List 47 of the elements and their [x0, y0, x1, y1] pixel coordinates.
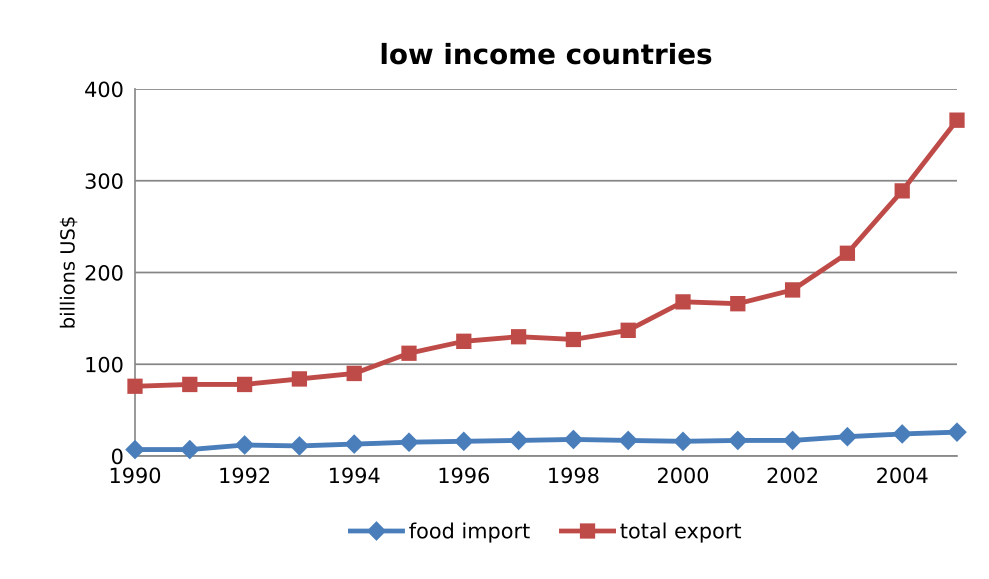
x-tick-label: 1996 — [440, 467, 489, 484]
point — [127, 378, 143, 394]
point — [454, 432, 474, 451]
point — [618, 430, 638, 450]
point — [346, 366, 362, 382]
point — [180, 440, 200, 460]
point — [949, 112, 965, 128]
chart-title: low income countries — [382, 42, 712, 64]
x-tick-label: 2000 — [658, 467, 708, 484]
legend-label: food import — [409, 522, 530, 543]
point — [509, 430, 528, 450]
point — [401, 346, 417, 361]
point — [892, 424, 912, 444]
point — [675, 294, 691, 310]
point — [290, 436, 309, 456]
y-axis-title: billions US$ — [60, 217, 78, 328]
point — [456, 334, 472, 349]
point — [947, 422, 967, 442]
y-tick-label: 200 — [86, 264, 123, 281]
y-tick-label: 0 — [112, 448, 123, 464]
x-tick-label: 1994 — [330, 467, 380, 484]
x-tick-label: 2004 — [877, 467, 928, 484]
y-tick-label: 300 — [86, 173, 123, 189]
x-tick-label: 1990 — [110, 467, 160, 484]
point — [182, 376, 198, 392]
point — [838, 427, 857, 446]
y-tick-label: 400 — [85, 81, 123, 98]
point — [235, 435, 254, 455]
point — [673, 432, 693, 451]
point — [344, 434, 364, 454]
point — [730, 296, 746, 312]
y-tick-label: 100 — [86, 356, 123, 372]
point — [728, 430, 748, 450]
point — [236, 376, 252, 392]
point — [566, 332, 582, 348]
point — [840, 246, 856, 261]
point — [784, 282, 800, 298]
point — [510, 329, 526, 344]
point — [783, 430, 802, 450]
x-tick-label: 1992 — [220, 467, 270, 484]
legend-label: total export — [620, 522, 742, 543]
point — [564, 430, 583, 450]
point — [292, 371, 308, 387]
x-tick-label: 2002 — [768, 467, 818, 484]
point — [894, 183, 910, 198]
x-tick-label: 1998 — [549, 467, 598, 484]
point — [620, 322, 636, 338]
